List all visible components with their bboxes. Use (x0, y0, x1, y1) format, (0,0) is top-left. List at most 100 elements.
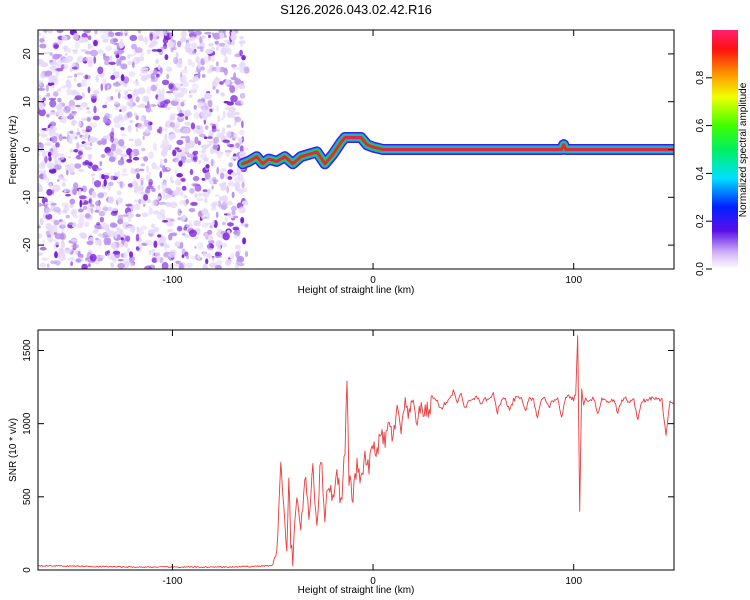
noise-speckle (107, 119, 112, 125)
noise-speckle (190, 122, 196, 130)
noise-speckle (174, 94, 179, 99)
noise-speckle (162, 188, 166, 196)
noise-speckle (186, 43, 193, 47)
noise-speckle (215, 61, 219, 67)
noise-speckle (81, 185, 88, 193)
noise-speckle (169, 115, 176, 121)
noise-speckle (147, 151, 154, 159)
noise-speckle (78, 195, 87, 200)
noise-speckle (192, 50, 197, 55)
noise-speckle (212, 144, 219, 150)
noise-speckle (114, 231, 118, 239)
noise-speckle (185, 198, 189, 205)
noise-speckle (108, 61, 116, 65)
noise-speckle (84, 50, 92, 55)
noise-speckle (164, 33, 168, 36)
noise-speckle (241, 200, 249, 206)
noise-speckle (238, 83, 246, 90)
noise-speckle (188, 208, 196, 213)
noise-speckle (199, 130, 203, 135)
noise-speckle (238, 129, 245, 135)
noise-speckle (91, 137, 99, 142)
noise-speckle (78, 150, 83, 156)
noise-speckle (77, 128, 80, 133)
noise-speckle (174, 241, 182, 247)
noise-speckle (228, 162, 233, 168)
noise-speckle (174, 147, 180, 150)
noise-speckle (233, 233, 238, 239)
noise-speckle (69, 198, 76, 205)
noise-speckle (231, 136, 239, 139)
noise-speckle (90, 204, 95, 208)
noise-speckle (222, 127, 226, 135)
noise-speckle (162, 220, 169, 223)
noise-speckle (172, 126, 178, 131)
noise-speckle (195, 56, 200, 64)
noise-speckle (113, 82, 121, 87)
noise-speckle (168, 41, 175, 48)
noise-speckle (126, 111, 133, 118)
noise-speckle (174, 169, 178, 174)
noise-speckle (79, 199, 83, 208)
noise-speckle (86, 240, 94, 246)
noise-speckle (75, 258, 82, 263)
noise-speckle (142, 95, 150, 103)
noise-speckle (164, 133, 168, 140)
noise-speckle (238, 262, 245, 267)
noise-speckle (169, 263, 174, 269)
noise-speckle (235, 100, 243, 105)
noise-speckle (90, 207, 94, 214)
noise-speckle (229, 85, 236, 94)
snr-frame (37, 329, 675, 571)
noise-speckle (49, 125, 55, 134)
noise-speckle (122, 168, 128, 173)
noise-speckle (154, 251, 161, 259)
noise-speckle (181, 233, 186, 236)
noise-speckle (137, 87, 146, 95)
noise-speckle (197, 71, 201, 79)
colorbar-gradient (712, 30, 738, 269)
noise-speckle (211, 220, 215, 226)
noise-speckle (63, 63, 68, 70)
noise-speckle (97, 192, 105, 199)
spectrogram-xlabel: Height of straight line (km) (298, 285, 415, 296)
noise-speckle (74, 41, 80, 49)
noise-speckle (134, 138, 142, 147)
noise-speckle (128, 71, 136, 77)
noise-speckle (68, 113, 73, 120)
noise-speckle (156, 73, 160, 78)
noise-speckle (102, 175, 110, 180)
noise-speckle (239, 61, 246, 69)
noise-speckle (241, 120, 244, 129)
noise-speckle (80, 49, 88, 52)
noise-speckle (238, 206, 246, 214)
noise-speckle (97, 238, 102, 245)
noise-speckle (168, 135, 173, 141)
noise-speckle (124, 240, 129, 248)
noise-speckle (146, 86, 152, 95)
noise-speckle (117, 258, 124, 262)
noise-speckle (54, 251, 58, 259)
noise-speckle (180, 178, 186, 182)
noise-speckle (226, 130, 232, 139)
noise-speckle (66, 88, 72, 96)
spectrogram-ylabel: Frequency (Hz) (8, 116, 19, 185)
noise-speckle (53, 244, 56, 249)
noise-speckle (241, 55, 246, 61)
noise-speckle (95, 237, 99, 241)
y-tick-label: 0 (22, 146, 33, 152)
noise-speckle (184, 234, 190, 239)
noise-speckle (138, 34, 144, 42)
noise-speckle (38, 233, 43, 239)
noise-speckle (127, 94, 133, 99)
noise-speckle (230, 156, 239, 159)
noise-speckle (127, 247, 131, 254)
noise-speckle (197, 192, 203, 197)
noise-speckle (244, 223, 249, 228)
noise-speckle (226, 185, 229, 194)
noise-speckle (126, 211, 134, 219)
noise-speckle (114, 89, 119, 93)
noise-speckle (159, 100, 168, 109)
noise-speckle (208, 239, 215, 245)
